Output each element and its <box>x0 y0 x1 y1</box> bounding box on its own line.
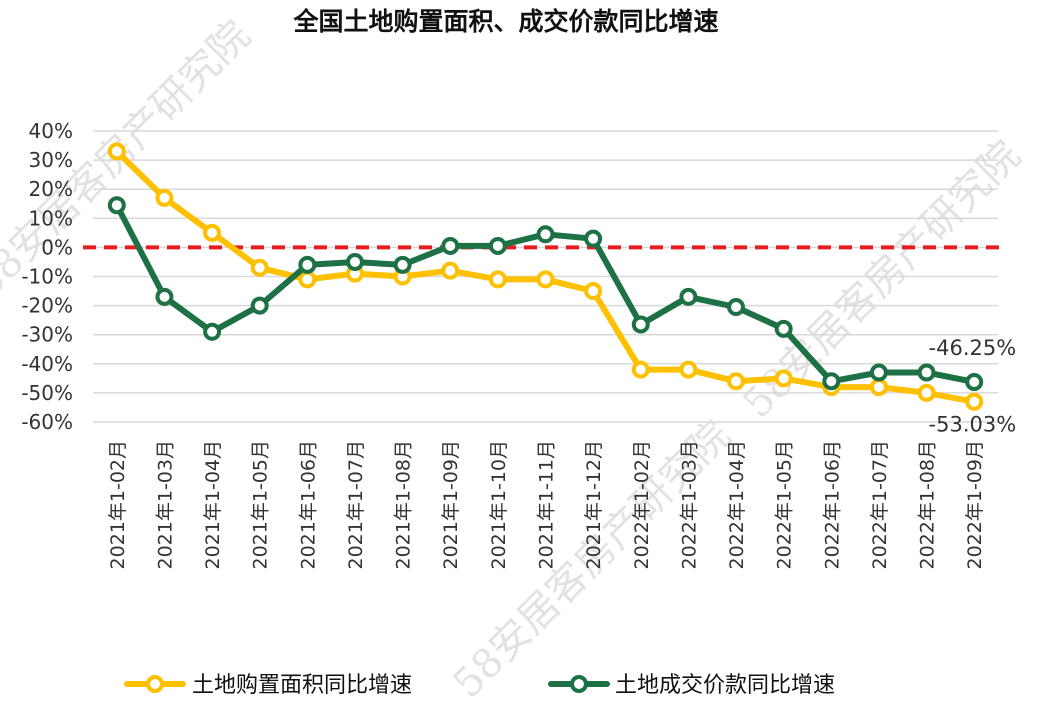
x-tick-label: 2021年1-08月 <box>393 440 415 569</box>
x-tick-label: 2021年1-07月 <box>345 440 367 569</box>
y-tick-label: 40% <box>29 119 73 143</box>
legend-marker-1 <box>146 675 164 693</box>
data-point <box>917 383 936 402</box>
data-point <box>488 270 507 289</box>
data-point <box>869 363 888 382</box>
data-point <box>631 315 650 334</box>
x-tick-label: 2021年1-12月 <box>583 440 605 569</box>
x-tick-label: 2022年1-08月 <box>917 440 939 569</box>
data-point <box>917 363 936 382</box>
x-tick-label: 2022年1-05月 <box>774 440 796 569</box>
y-tick-label: 30% <box>29 148 73 172</box>
data-label: -46.25% <box>929 336 1017 360</box>
data-point <box>869 378 888 397</box>
x-tick-label: 2021年1-11月 <box>536 440 558 569</box>
x-tick-label: 2022年1-09月 <box>964 440 986 569</box>
chart-title: 全国土地购置面积、成交价款同比增速 <box>292 7 718 36</box>
x-tick-label: 2021年1-06月 <box>297 440 319 569</box>
data-point <box>203 322 222 341</box>
x-tick-label: 2022年1-07月 <box>869 440 891 569</box>
data-point <box>774 319 793 338</box>
data-point <box>536 225 555 244</box>
data-point <box>298 270 317 289</box>
data-point <box>536 270 555 289</box>
x-tick-label: 2021年1-03月 <box>154 440 176 569</box>
data-point <box>345 252 364 271</box>
y-tick-label: -60% <box>21 410 73 434</box>
x-tick-label: 2021年1-04月 <box>202 440 224 569</box>
data-point <box>965 372 984 391</box>
data-point <box>774 369 793 388</box>
data-point <box>250 296 269 315</box>
x-tick-label: 2022年1-02月 <box>631 440 653 569</box>
data-point <box>584 229 603 248</box>
y-tick-label: -30% <box>21 323 73 347</box>
data-point <box>107 196 126 215</box>
y-tick-label: -50% <box>21 381 73 405</box>
data-point <box>679 360 698 379</box>
data-point <box>250 258 269 277</box>
data-point <box>393 255 412 274</box>
data-point <box>155 188 174 207</box>
data-point <box>488 236 507 255</box>
data-point <box>727 372 746 391</box>
x-tick-label: 2021年1-10月 <box>488 440 510 569</box>
data-point <box>298 255 317 274</box>
y-tick-label: 10% <box>29 206 73 230</box>
legend-label-1: 土地购置面积同比增速 <box>192 673 412 698</box>
y-tick-label: -40% <box>21 352 73 376</box>
data-point <box>631 360 650 379</box>
legend-label-2: 土地成交价款同比增速 <box>615 673 835 698</box>
data-point <box>107 142 126 161</box>
data-point <box>441 236 460 255</box>
data-point <box>584 282 603 301</box>
x-tick-label: 2022年1-04月 <box>726 440 748 569</box>
y-tick-label: 20% <box>29 177 73 201</box>
data-point <box>679 287 698 306</box>
data-label: -53.03% <box>929 413 1017 437</box>
y-tick-label: 0% <box>41 235 73 259</box>
data-point <box>155 287 174 306</box>
data-point <box>441 261 460 280</box>
y-tick-label: -10% <box>21 265 73 289</box>
data-point <box>203 223 222 242</box>
legend-marker-2 <box>570 675 588 693</box>
watermark: 58安居客房产研究院 58安居客房产研究院 58安居客房产研究院 <box>0 12 1029 707</box>
x-tick-label: 2022年1-06月 <box>821 440 843 569</box>
data-point <box>822 372 841 391</box>
x-tick-label: 2021年1-02月 <box>107 440 129 569</box>
y-tick-label: -20% <box>21 294 73 318</box>
data-point <box>965 392 984 411</box>
x-tick-label: 2021年1-05月 <box>250 440 272 569</box>
x-tick-label: 2021年1-09月 <box>440 440 462 569</box>
x-tick-label: 2022年1-03月 <box>678 440 700 569</box>
data-point <box>727 298 746 317</box>
